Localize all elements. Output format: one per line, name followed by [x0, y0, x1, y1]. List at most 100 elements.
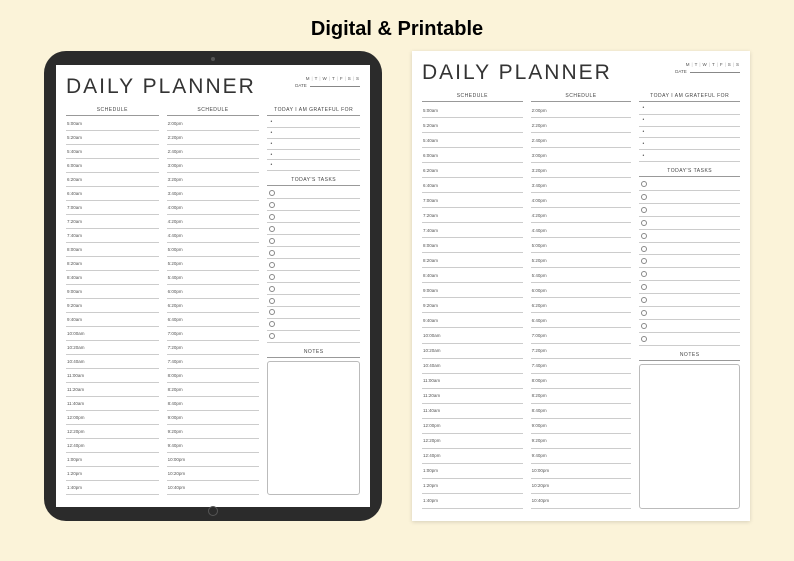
time-slot: 2:40pm: [531, 133, 632, 148]
time-slot: 6:00pm: [167, 285, 260, 299]
time-slot: 5:00am: [66, 117, 159, 131]
time-slot: 5:40am: [422, 133, 523, 148]
task-row: [639, 294, 740, 307]
time-label: 5:40pm: [531, 273, 555, 278]
time-slot: 4:40pm: [531, 223, 632, 238]
time-label: 8:40pm: [531, 408, 555, 413]
time-label: 8:40am: [422, 273, 446, 278]
time-label: 12:20pm: [422, 438, 446, 443]
time-label: 5:40pm: [167, 275, 191, 280]
time-label: 10:40pm: [167, 485, 191, 490]
time-slot: 1:00pm: [422, 464, 523, 479]
grateful-row: [267, 139, 360, 150]
column-header: SCHEDULE: [167, 105, 260, 116]
time-slot: 5:00pm: [531, 238, 632, 253]
time-label: 12:20pm: [66, 429, 90, 434]
time-slot: 5:20pm: [167, 257, 260, 271]
planner-meta: M|T|W|T|F|S|SDATE: [295, 75, 360, 89]
time-label: 11:20am: [66, 387, 90, 392]
tasks-block: TODAY'S TASKS: [639, 166, 740, 346]
task-row: [267, 307, 360, 319]
time-label: 6:40am: [66, 191, 90, 196]
task-row: [639, 204, 740, 217]
time-slot: 6:40am: [66, 187, 159, 201]
time-slot: 9:20am: [422, 298, 523, 313]
time-label: 9:40pm: [531, 453, 555, 458]
planner-title: DAILY PLANNER: [422, 61, 612, 85]
time-slot: 2:40pm: [167, 145, 260, 159]
notes-header: NOTES: [267, 347, 360, 358]
time-slot: 6:20pm: [167, 299, 260, 313]
time-slot: 10:00am: [66, 327, 159, 341]
time-label: 9:00pm: [531, 423, 555, 428]
time-slot: 7:40am: [66, 229, 159, 243]
time-slot: 4:00pm: [531, 193, 632, 208]
time-label: 11:40am: [66, 401, 90, 406]
time-slot: 9:20pm: [531, 434, 632, 449]
column-header: SCHEDULE: [66, 105, 159, 116]
time-slot: 5:40pm: [531, 268, 632, 283]
column-header: SCHEDULE: [531, 91, 632, 102]
tasks-header: TODAY'S TASKS: [267, 175, 360, 186]
time-slot: 8:40pm: [167, 397, 260, 411]
time-label: 4:40pm: [167, 233, 191, 238]
grateful-row: [639, 138, 740, 150]
time-label: 6:00pm: [531, 288, 555, 293]
time-label: 6:40pm: [531, 318, 555, 323]
time-slot: 11:20am: [66, 383, 159, 397]
stage: DAILY PLANNER M|T|W|T|F|S|SDATE SCHEDULE 5…: [0, 51, 794, 521]
time-label: 2:40pm: [531, 138, 555, 143]
time-slot: 10:40pm: [531, 494, 632, 509]
weekday: F: [720, 62, 723, 67]
time-label: 9:00pm: [167, 415, 191, 420]
grateful-header: TODAY I AM GRATEFUL FOR: [267, 105, 360, 116]
time-label: 6:20am: [422, 168, 446, 173]
time-label: 3:00pm: [167, 163, 191, 168]
time-slot: 5:40pm: [167, 271, 260, 285]
time-slot: 12:40pm: [66, 439, 159, 453]
time-slot: 6:20am: [422, 163, 523, 178]
time-label: 9:40am: [66, 317, 90, 322]
time-slot: 8:20pm: [531, 389, 632, 404]
time-label: 5:00am: [66, 121, 90, 126]
schedule-column-1: SCHEDULE5:00am5:20am5:40am6:00am6:20am6:…: [422, 91, 523, 509]
time-slot: 1:00pm: [66, 453, 159, 467]
task-row: [639, 307, 740, 320]
time-label: 6:20pm: [531, 303, 555, 308]
time-label: 5:20am: [422, 123, 446, 128]
tasks-header: TODAY'S TASKS: [639, 166, 740, 177]
time-label: 7:20am: [422, 213, 446, 218]
weekday: M: [686, 62, 690, 67]
time-slot: 3:00pm: [167, 159, 260, 173]
time-slot: 6:40pm: [167, 313, 260, 327]
column-header: SCHEDULE: [422, 91, 523, 102]
time-slot: 9:40am: [422, 313, 523, 328]
time-label: 8:00am: [66, 247, 90, 252]
time-label: 5:40am: [422, 138, 446, 143]
time-slot: 3:00pm: [531, 148, 632, 163]
time-label: 7:40pm: [531, 363, 555, 368]
time-label: 7:20am: [66, 219, 90, 224]
notes-header: NOTES: [639, 350, 740, 361]
time-slot: 7:20pm: [531, 344, 632, 359]
weekday: T: [315, 76, 318, 81]
task-row: [639, 230, 740, 243]
task-row: [267, 187, 360, 199]
time-label: 5:00pm: [531, 243, 555, 248]
time-label: 5:20pm: [531, 258, 555, 263]
time-label: 7:00am: [422, 198, 446, 203]
time-slot: 6:00pm: [531, 283, 632, 298]
time-slot: 9:00pm: [531, 419, 632, 434]
time-slot: 7:00pm: [167, 327, 260, 341]
time-slot: 6:20pm: [531, 298, 632, 313]
time-slot: 11:40am: [66, 397, 159, 411]
time-label: 10:20pm: [531, 483, 555, 488]
grateful-row: [639, 115, 740, 127]
time-slot: 5:20am: [66, 131, 159, 145]
time-label: 10:40am: [66, 359, 90, 364]
time-slot: 7:20am: [422, 208, 523, 223]
grateful-row: [639, 150, 740, 162]
ipad-frame: DAILY PLANNERM|T|W|T|F|S|SDATE SCHEDULE5…: [44, 51, 382, 521]
time-label: 2:00pm: [167, 121, 191, 126]
time-label: 6:00am: [422, 153, 446, 158]
